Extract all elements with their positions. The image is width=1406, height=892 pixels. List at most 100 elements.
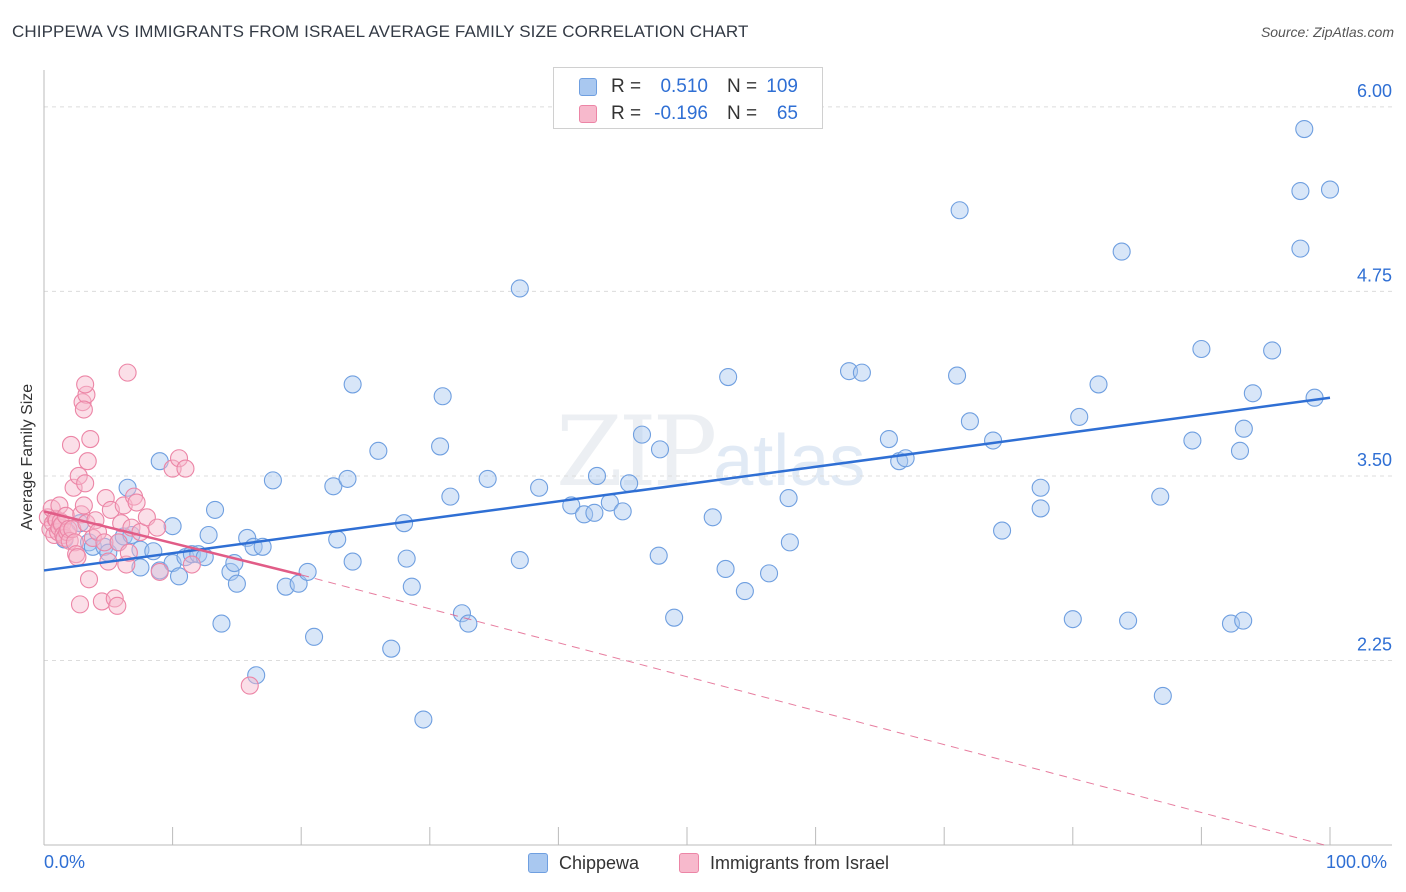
point-chippewa [199,525,218,545]
point-chippewa [205,500,225,519]
bottom-legend-label-chippewa: Chippewa [559,853,640,873]
legend-r-label: R = [611,103,642,124]
point-chippewa [716,559,735,579]
point-chippewa [227,574,246,593]
point-chippewa [632,425,652,444]
point-chippewa [950,201,969,220]
point-chippewa [852,363,871,382]
point-chippewa [1243,384,1262,403]
axes [43,70,1392,846]
point-israel [76,375,95,394]
source-credit: Source: ZipAtlas.com [1260,24,1394,40]
point-chippewa [1151,487,1170,506]
legend-swatch-chippewa [579,78,597,96]
point-chippewa [1031,499,1050,518]
point-chippewa [1320,180,1340,199]
point-chippewa [369,441,388,460]
point-chippewa [324,477,343,496]
point-chippewa [650,440,670,459]
point-chippewa [163,517,182,536]
correlation-legend: R = 0.510 N = 109 R = -0.196 N = 65 [553,67,823,129]
point-chippewa [1295,119,1314,139]
point-chippewa [530,478,549,497]
point-chippewa [510,279,529,298]
point-chippewa [343,375,362,394]
legend-n-label: N = [727,76,758,97]
y-tick-label: 2.25 [1357,634,1392,654]
chart-title: CHIPPEWA VS IMMIGRANTS FROM ISRAEL AVERA… [12,22,749,41]
y-tick-labels: 2.25 3.50 4.75 6.00 [1357,81,1392,655]
chippewa-points [55,119,1340,729]
y-tick-label: 4.75 [1357,265,1392,285]
point-chippewa [414,710,433,729]
legend-n-value: 109 [766,76,798,97]
point-chippewa [1063,610,1082,629]
point-israel [240,676,259,695]
point-israel [67,545,86,564]
point-chippewa [1305,388,1324,407]
point-chippewa [1291,239,1310,258]
point-chippewa [452,604,472,623]
point-chippewa [510,551,529,570]
point-israel [118,363,137,382]
point-chippewa [984,431,1003,450]
point-chippewa [649,546,668,565]
point-israel [81,429,100,449]
point-chippewa [1192,339,1211,359]
point-chippewa [948,366,967,385]
point-chippewa [343,552,362,571]
point-chippewa [703,508,722,527]
y-tick-label: 3.50 [1357,450,1392,470]
point-israel [176,459,195,478]
legend-r-value: 0.510 [660,76,708,97]
point-israel [68,548,87,567]
point-chippewa [993,521,1012,540]
israel-points [38,363,259,695]
trend-line-israel [43,510,302,577]
point-chippewa [780,533,799,552]
point-chippewa [298,562,317,581]
trend-line-chippewa [43,396,1331,572]
point-israel [74,400,93,419]
point-chippewa [585,503,604,522]
watermark-atlas: atlas [713,421,866,501]
point-israel [105,589,124,608]
point-chippewa [665,608,684,627]
point-israel [127,493,146,512]
gridlines [44,106,1392,661]
point-chippewa [118,478,137,497]
point-chippewa [431,437,450,456]
point-chippewa [896,449,915,468]
point-chippewa [1291,181,1310,201]
point-chippewa [759,564,779,583]
point-chippewa [169,567,189,586]
point-israel [70,595,90,614]
legend-r-value: -0.196 [654,103,708,124]
point-israel [119,543,138,562]
point-chippewa [620,474,639,493]
point-chippewa [587,466,607,486]
point-chippewa [441,487,460,506]
bottom-legend-label-israel: Immigrants from Israel [710,853,890,873]
point-israel [150,562,169,581]
point-chippewa [735,582,754,601]
point-chippewa [1031,478,1050,497]
point-chippewa [131,558,150,577]
legend-n-value: 65 [776,103,798,124]
point-chippewa [459,614,478,633]
point-chippewa [1089,375,1108,394]
point-israel [74,496,93,515]
point-chippewa [305,627,324,646]
point-chippewa [263,471,282,490]
point-israel [169,449,189,468]
point-israel [148,518,167,537]
bottom-legend-swatch-israel [679,853,699,873]
point-chippewa [1112,242,1131,261]
bottom-legend-swatch-chippewa [528,853,548,873]
point-israel [78,452,97,471]
point-israel [96,489,115,508]
point-israel [163,459,182,478]
legend-r-label: R = [611,76,642,97]
point-chippewa [328,530,347,549]
point-chippewa [613,502,632,521]
